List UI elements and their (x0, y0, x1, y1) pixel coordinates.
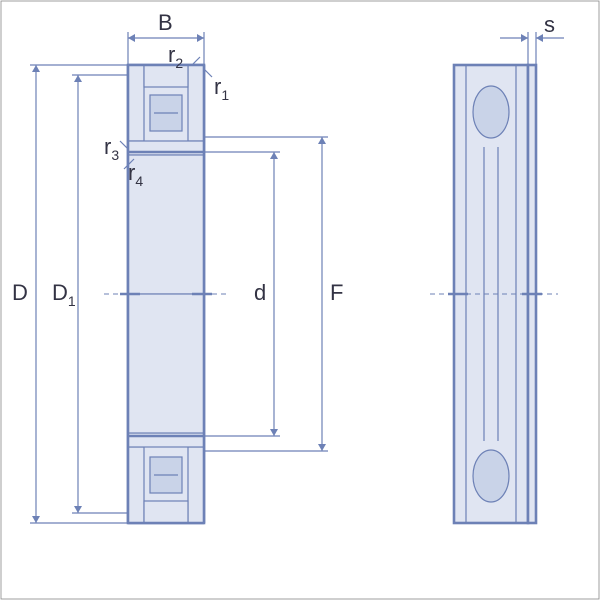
dim-F-label: F (330, 280, 343, 305)
dim-s-label: s (544, 12, 555, 37)
right-roller-top (473, 86, 509, 138)
dim-d-label: d (254, 280, 266, 305)
right-roller-bottom (473, 450, 509, 502)
dim-D-label: D (12, 280, 28, 305)
dim-B-label: B (158, 10, 173, 35)
